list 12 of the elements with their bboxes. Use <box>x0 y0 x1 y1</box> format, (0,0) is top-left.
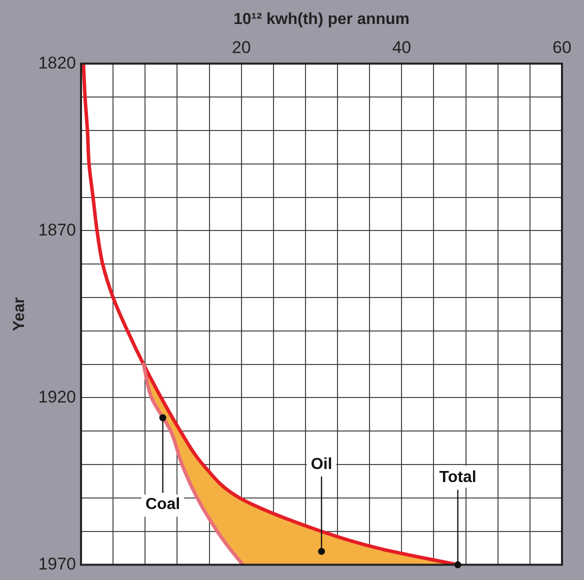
annotation: Oil <box>310 456 332 473</box>
y-tick-label: 1920 <box>38 387 76 406</box>
x-tick-label: 60 <box>552 38 572 58</box>
x-tick-label: 20 <box>232 38 251 58</box>
y-axis-title: Year <box>11 297 28 332</box>
annotation: Total <box>439 469 476 486</box>
annotation: Coal <box>145 496 180 514</box>
y-tick-label: 1970 <box>38 554 76 574</box>
x-axis-title: 10¹² kwh(th) per annum <box>234 11 410 28</box>
x-tick-label: 40 <box>392 38 412 58</box>
y-tick-label: 1870 <box>38 220 76 240</box>
y-tick-label: 1820 <box>38 53 76 72</box>
